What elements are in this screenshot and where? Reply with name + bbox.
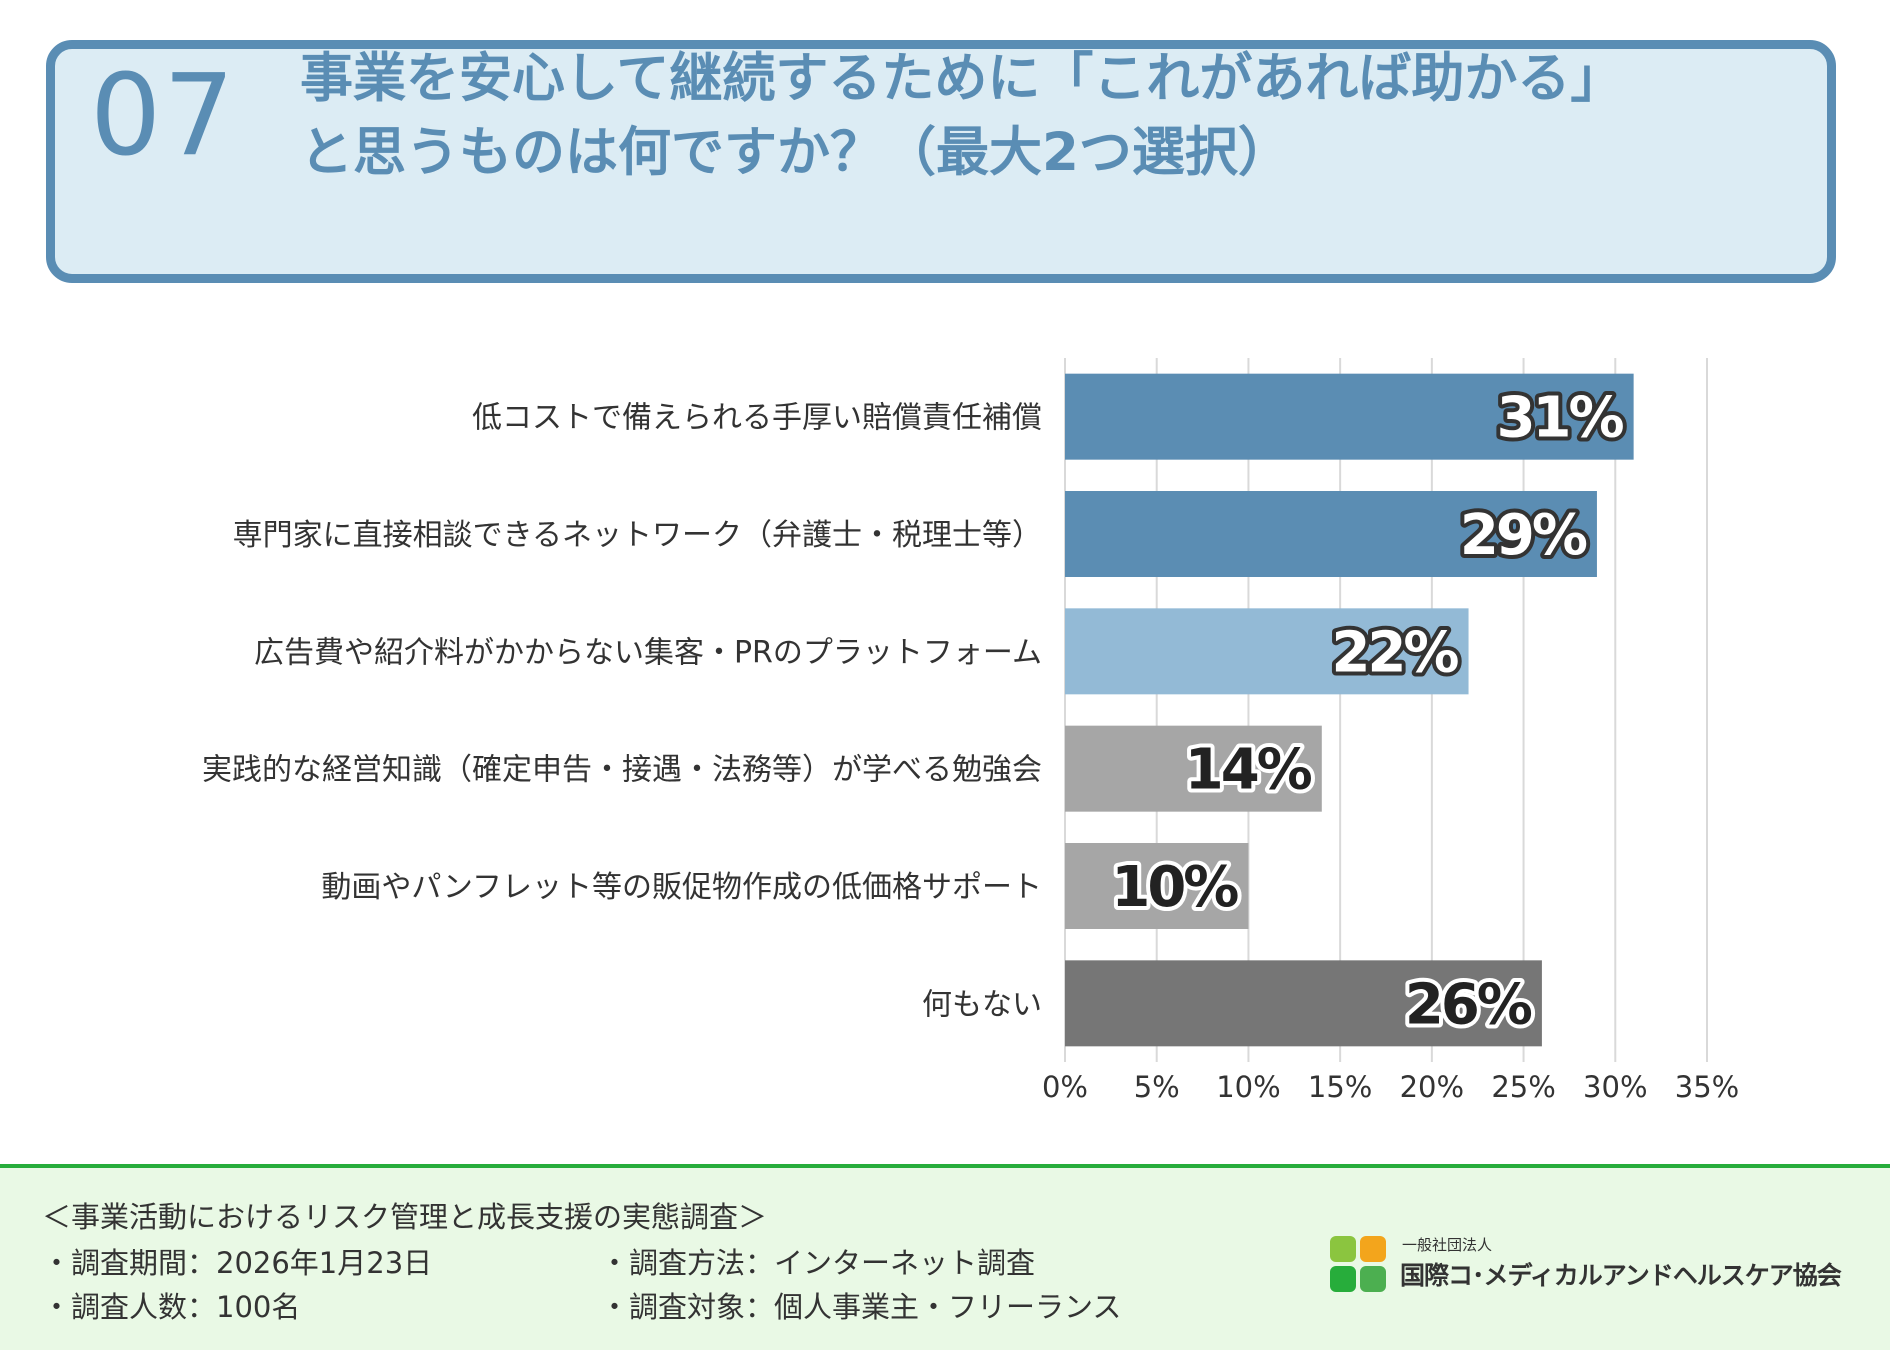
category-label: 何もない — [922, 987, 1042, 1022]
survey-method: ・調査方法：インターネット調査 — [600, 1246, 1036, 1280]
category-label: 専門家に直接相談できるネットワーク（弁護士・税理士等） — [233, 518, 1042, 553]
org-logo-icon — [1330, 1236, 1386, 1292]
question-title-line-2: と思うものは何ですか？（最大2つ選択） — [300, 122, 1291, 183]
data-label: 29% — [1460, 503, 1587, 568]
category-label: 広告費や紹介料がかからない集客・PRのプラットフォーム — [254, 635, 1042, 670]
data-label: 10% — [1111, 855, 1238, 920]
bar — [1065, 843, 1249, 929]
data-label: 31% — [1497, 386, 1624, 451]
bar — [1065, 725, 1322, 812]
survey-title: ＜事業活動におけるリスク管理と成長支援の実態調査＞ — [42, 1200, 768, 1234]
data-label: 26% — [1405, 972, 1532, 1037]
question-title: 事業を安心して継続するために「これがあれば助かる」 と思うものは何ですか？（最大… — [300, 42, 1760, 190]
category-label: 動画やパンフレット等の販促物作成の低価格サポート — [321, 870, 1042, 905]
org-type: 一般社団法人 — [1402, 1236, 1493, 1254]
category-label: 低コストで備えられる手厚い賠償責任補償 — [472, 401, 1042, 436]
survey-period: ・調査期間：2026年1月23日 — [42, 1246, 433, 1280]
bar — [1065, 608, 1469, 695]
x-tick-label: 35% — [1675, 1070, 1739, 1104]
survey-count: ・調査人数：100名 — [42, 1290, 301, 1324]
question-number: 07 — [90, 51, 237, 181]
x-tick-label: 25% — [1491, 1070, 1555, 1104]
x-tick-label: 30% — [1583, 1070, 1647, 1104]
question-header — [46, 40, 1836, 283]
x-tick-label: 10% — [1216, 1070, 1280, 1104]
survey-footer: ＜事業活動におけるリスク管理と成長支援の実態調査＞ ・調査期間：2026年1月2… — [0, 1164, 1890, 1350]
x-tick-label: 5% — [1134, 1070, 1180, 1104]
category-label: 実践的な経営知識（確定申告・接遇・法務等）が学べる勉強会 — [202, 753, 1042, 788]
bar-chart: 0% 5% 10% 15% 20% 25% 30% 35% 低コストで備えられる手厚い賠償責任補… — [202, 358, 1739, 1104]
data-label: 22% — [1331, 620, 1458, 685]
data-label: 14% — [1185, 738, 1312, 803]
bar — [1065, 960, 1542, 1047]
org-name: 国際コ･メディカルアンドヘルスケア協会 — [1400, 1261, 1842, 1290]
survey-target: ・調査対象：個人事業主・フリーランス — [600, 1290, 1122, 1324]
bar — [1065, 491, 1597, 577]
bar — [1065, 373, 1634, 460]
x-tick-label: 0% — [1042, 1070, 1088, 1104]
x-tick-label: 20% — [1400, 1070, 1464, 1104]
x-tick-label: 15% — [1308, 1070, 1372, 1104]
question-title-line-1: 事業を安心して継続するために「これがあれば助かる」 — [300, 48, 1624, 109]
